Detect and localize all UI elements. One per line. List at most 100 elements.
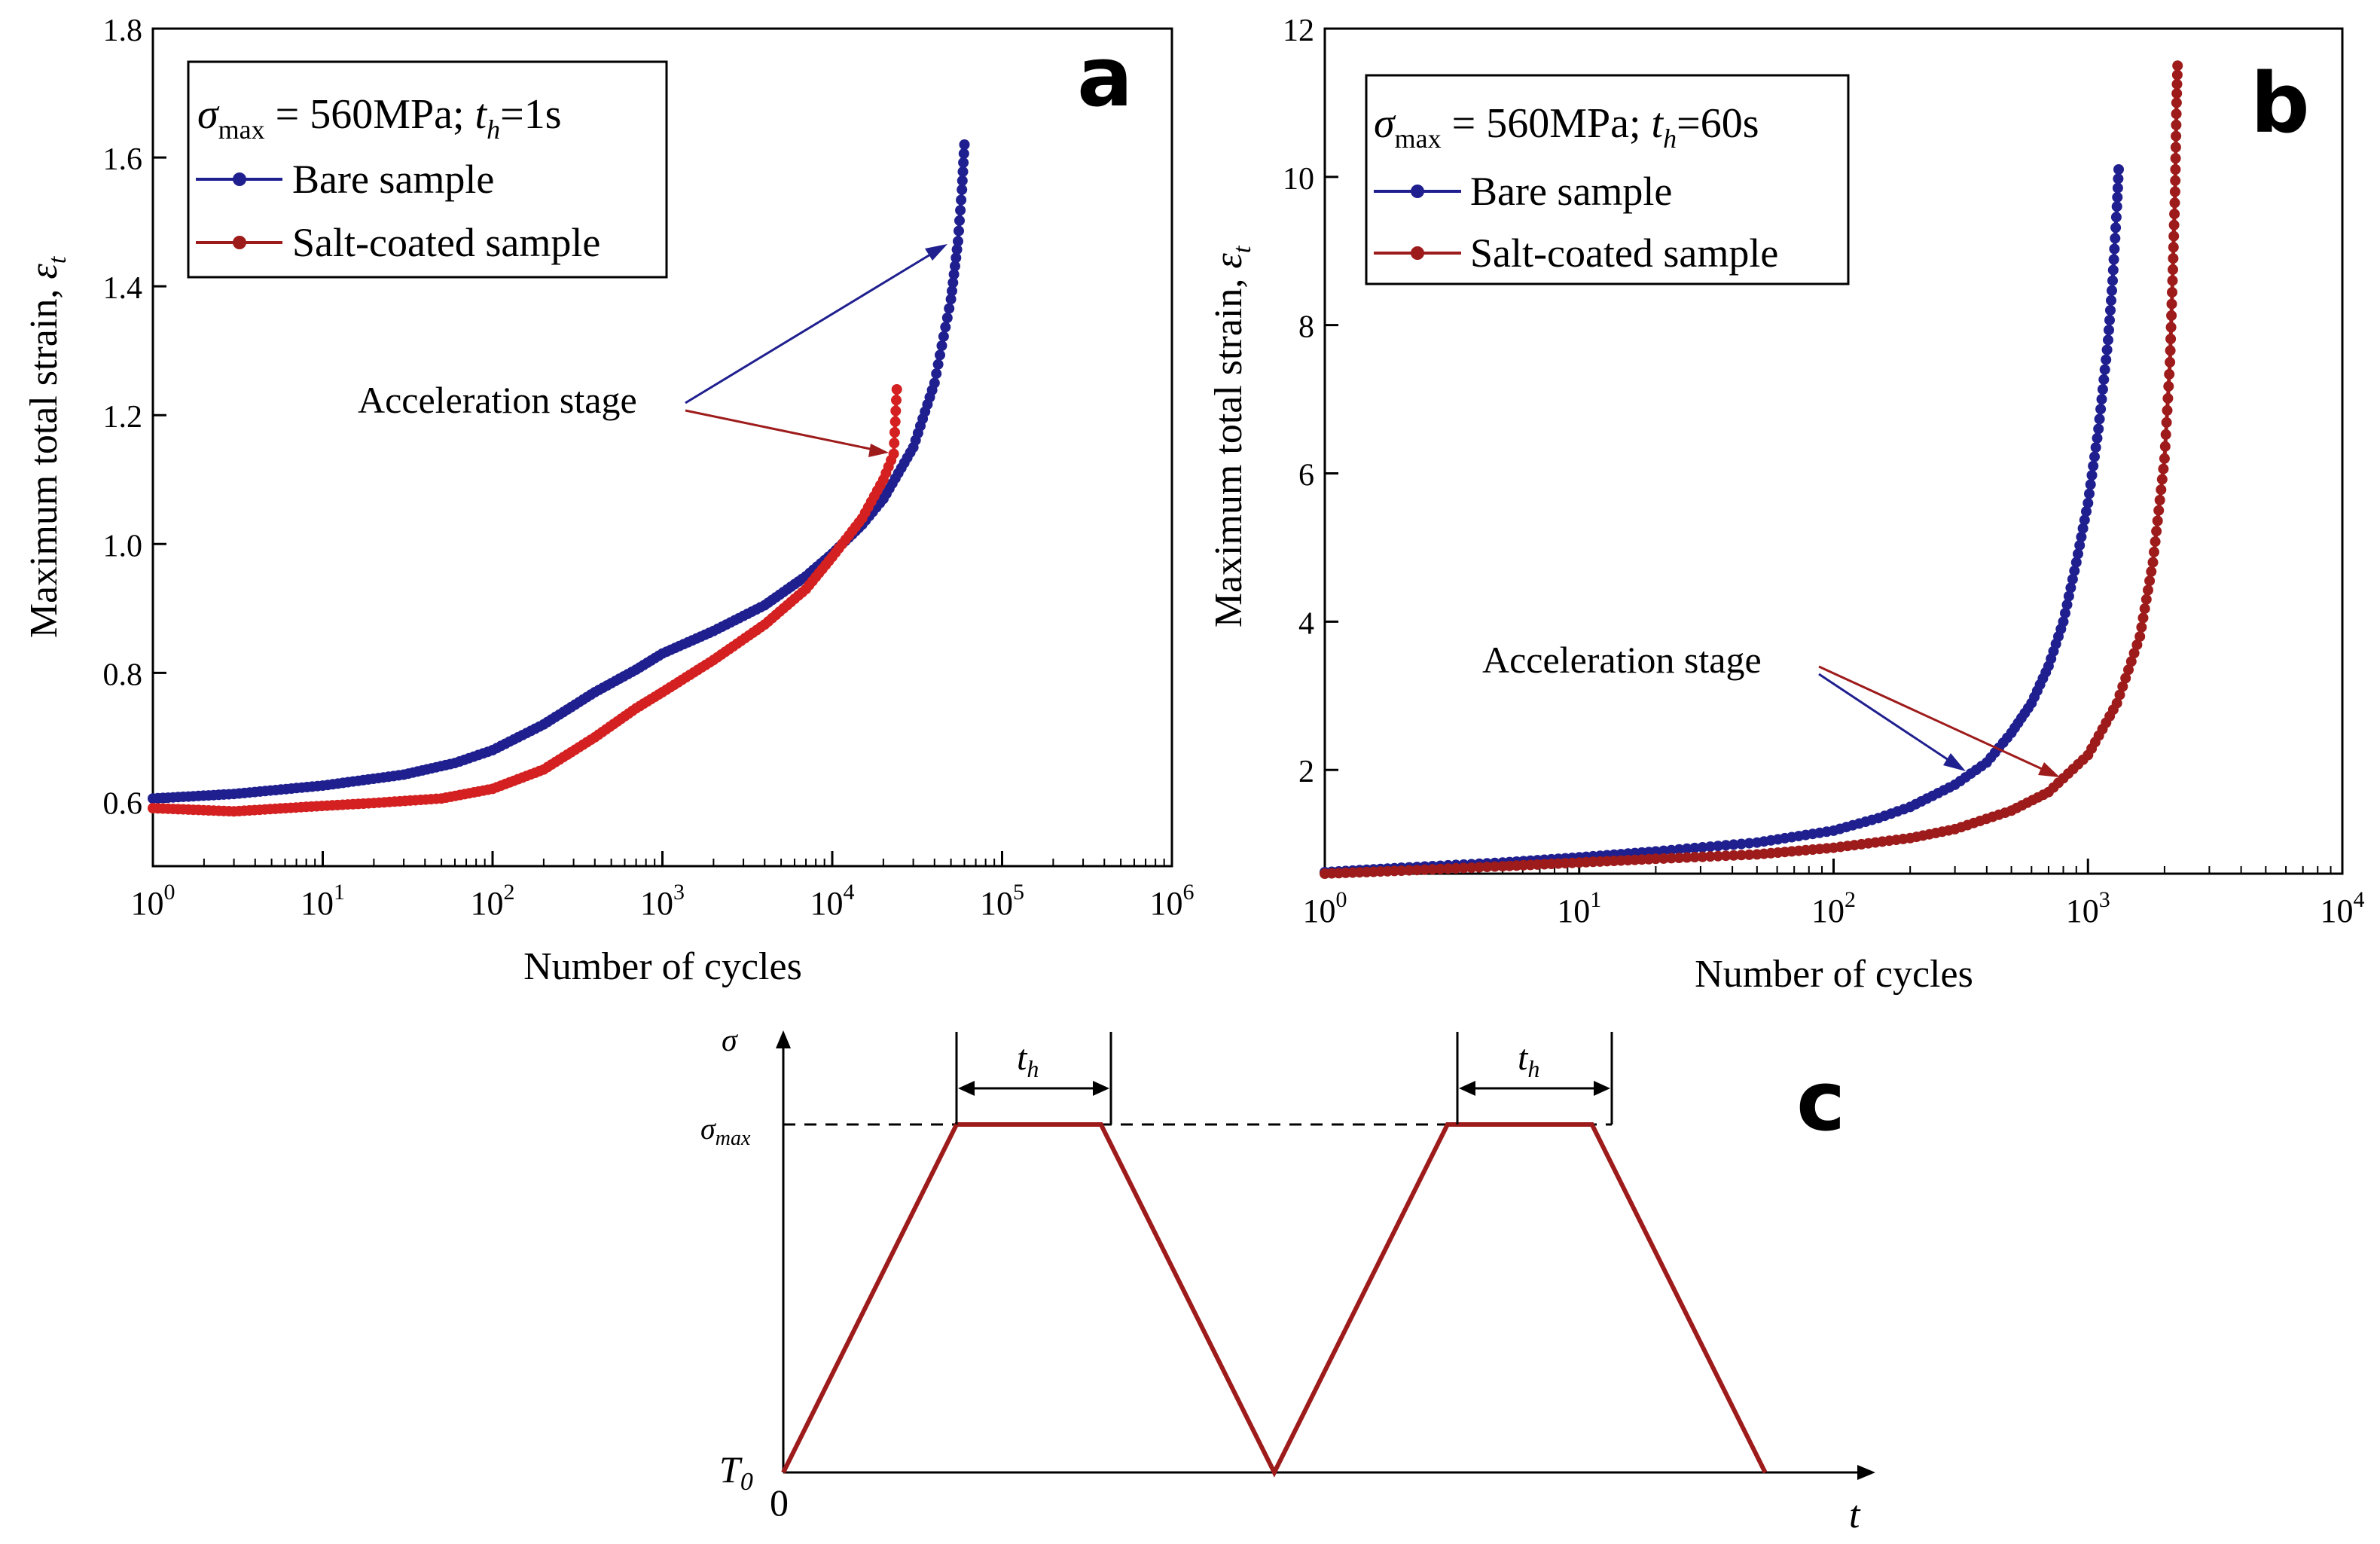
data-point-salt [1427,864,1438,875]
data-point-bare [2073,548,2083,560]
data-points-b [1320,60,2183,879]
data-point-salt [2168,242,2179,253]
data-point-bare [2061,599,2073,610]
hold-time-marker-2: th [1456,1032,1613,1124]
data-point-salt [2165,334,2177,344]
y-axis-label-c: σ [722,1024,739,1058]
hold-arrowhead-right-2 [1594,1081,1610,1096]
annotation-arrowhead-bare-a [925,244,947,261]
data-point-salt [2134,631,2146,642]
data-point-bare [2076,531,2087,542]
data-point-bare [2089,451,2100,462]
y-tick-label: 1.4 [103,271,143,306]
data-point-bare [2101,354,2112,365]
data-point-bare [2085,479,2096,490]
x-tick-label: 102 [471,880,515,922]
x-tick-label: 101 [1557,887,1601,929]
y-tick-label: 1.6 [103,142,143,177]
y-tick-label: 8 [1298,310,1314,345]
data-point-salt [2168,264,2178,275]
data-point-bare [956,194,967,206]
data-point-bare [957,184,968,195]
data-point-bare [947,285,957,297]
data-point-bare [2110,212,2122,223]
data-point-salt [2164,368,2175,380]
legend-a: σmax = 560MPa; th=1s Bare sample Salt-co… [187,60,668,279]
data-point-salt [2140,593,2152,605]
data-point-bare [935,349,945,361]
data-point-salt [2144,575,2156,587]
data-point-salt [2171,78,2183,90]
x-tick-label: 102 [1811,887,1856,929]
data-point-bare [2096,394,2107,405]
legend-box-b [1365,74,1850,285]
data-point-salt [2171,108,2182,120]
chart-panel-b: 2 4 6 8 10 12 100 101 102 103 104 Number of cycle… [1207,14,2365,996]
annotation-arrow-bare-a [685,249,938,404]
data-point-salt [1658,853,1669,864]
annotation-arrowhead-salt-a [868,444,889,457]
x-tick-label: 104 [2320,887,2365,929]
data-point-bare [1658,845,1669,856]
data-point-salt [889,416,901,427]
x-tick-label: 105 [980,880,1024,922]
y-axis-label-b: Maximum total strain, εt [1207,245,1256,627]
data-point-bare [2103,334,2113,346]
data-point-bare [2081,506,2092,517]
data-point-salt [1396,865,1407,877]
y-tick-label: 1.0 [103,529,143,563]
data-point-salt [2169,197,2180,209]
data-point-salt [1713,850,1724,862]
y-axis-arrowhead-c [776,1030,791,1048]
data-point-bare [1689,842,1701,853]
data-point-bare [2109,243,2120,255]
data-point-salt [1466,862,1477,873]
hold-arrowhead-left-2 [1459,1081,1475,1096]
data-point-salt [2128,648,2140,659]
annotation-arrowhead-salt-b [2038,762,2060,777]
data-point-bare [959,139,970,150]
data-point-bare [932,359,944,370]
y-tick-label: 4 [1298,606,1314,641]
data-point-bare [957,166,969,177]
data-point-bare [950,252,962,264]
data-point-bare [940,322,951,333]
legend-title-b: σmax = 560MPa; th=60s [1374,100,1759,154]
data-point-salt [2170,175,2181,186]
data-point-salt [1435,863,1446,874]
data-point-salt [1704,851,1716,862]
data-point-salt [2168,253,2179,264]
data-point-salt [1419,864,1430,875]
legend-marker-salt-a [233,236,246,249]
data-point-salt [891,395,902,406]
legend-entry-salt-a: Salt-coated sample [292,220,600,265]
data-point-salt [2151,526,2162,537]
data-point-bare [2093,423,2104,435]
hold-time-label-1: th [1017,1038,1039,1082]
data-point-salt [2136,621,2147,633]
data-point-salt [2111,697,2122,709]
data-point-salt [2125,656,2137,667]
data-point-salt [2139,603,2150,615]
chart-panel-a: 0.6 0.8 1.0 1.2 1.4 1.6 1.8 100 101 102 103 104 105… [23,14,1195,988]
y-axis-label-a: Maximum total strain, εt [23,255,72,638]
data-point-salt [2147,557,2159,568]
data-point-salt [2170,164,2181,175]
data-point-salt [1489,861,1500,872]
y-tick-label: 10 [1283,162,1314,197]
data-point-salt [2143,584,2153,596]
data-point-salt [1411,865,1423,876]
data-point-bare [2069,565,2080,576]
data-point-salt [2160,429,2171,440]
data-point-salt [2149,546,2159,557]
panel-label-b: b [2250,55,2310,151]
x-axis-label-a: Number of cycles [523,945,802,988]
data-point-salt [2166,298,2177,310]
data-point-bare [1720,840,1732,851]
data-point-bare [2113,173,2124,185]
t0-label: T0 [719,1448,753,1496]
data-point-bare [953,236,963,247]
data-point-bare [2110,222,2122,233]
data-point-salt [2131,639,2143,651]
data-point-bare [1674,844,1685,855]
